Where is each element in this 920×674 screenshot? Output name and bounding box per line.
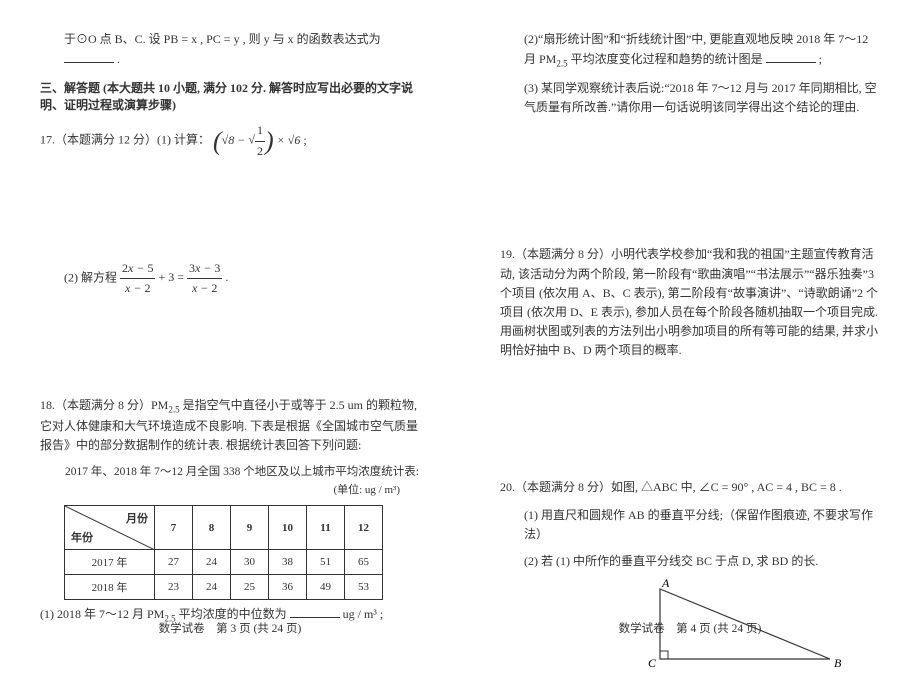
q20-header: 20.（本题满分 8 分）如图, △ABC 中, ∠C = 90° , AC =… bbox=[500, 478, 880, 497]
q20-p1: (1) 用直尺和圆规作 AB 的垂直平分线;（保留作图痕迹, 不要求写作法） bbox=[500, 506, 880, 544]
month-col: 10 bbox=[269, 506, 307, 550]
cell: 65 bbox=[345, 550, 383, 575]
q16-text: 于⊙O 点 B、C. 设 PB = x , PC = y , 则 y 与 x 的… bbox=[64, 32, 381, 46]
cell: 36 bbox=[269, 575, 307, 600]
cell: 27 bbox=[155, 550, 193, 575]
page-4: (2)“扇形统计图”和“折线统计图”中, 更能直观地反映 2018 年 7～12… bbox=[460, 0, 920, 650]
vertex-b-label: B bbox=[834, 656, 842, 670]
pm25-sub-3: 2.5 bbox=[556, 59, 567, 69]
q18-h1: 18.（本题满分 8 分）PM bbox=[40, 398, 168, 412]
page-footer-right: 数学试卷 第 4 页 (共 24 页) bbox=[460, 620, 920, 636]
q16-fragment: 于⊙O 点 B、C. 设 PB = x , PC = y , 则 y 与 x 的… bbox=[40, 30, 420, 69]
page-footer-left: 数学试卷 第 3 页 (共 24 页) bbox=[0, 620, 460, 636]
q16-blank bbox=[64, 49, 114, 63]
diag-header-cell: 月份 年份 bbox=[65, 506, 155, 550]
month-col: 8 bbox=[193, 506, 231, 550]
vertex-c-label: C bbox=[648, 656, 657, 670]
q17-p2-label: (2) 解方程 bbox=[64, 270, 117, 284]
cell: 53 bbox=[345, 575, 383, 600]
q18-p2-mid: 平均浓度变化过程和趋势的统计图是 bbox=[568, 52, 763, 66]
q17-part2: (2) 解方程 2x − 5x − 2 + 3 = 3x − 3x − 2 . bbox=[40, 259, 420, 298]
q18-caption: 2017 年、2018 年 7～12 月全国 338 个地区及以上城市平均浓度统… bbox=[40, 463, 420, 479]
year-label: 2017 年 bbox=[65, 550, 155, 575]
cell: 51 bbox=[307, 550, 345, 575]
section-3-title: 三、解答题 (本大题共 10 小题, 满分 102 分. 解答时应写出必要的文字… bbox=[40, 79, 420, 113]
cell: 49 bbox=[307, 575, 345, 600]
q18-unit: (单位: ug / m³) bbox=[40, 481, 400, 497]
cell: 38 bbox=[269, 550, 307, 575]
q18-p2-tail: ; bbox=[819, 52, 822, 66]
month-col: 7 bbox=[155, 506, 193, 550]
q18-blank-2 bbox=[766, 49, 816, 63]
right-angle-mark bbox=[660, 651, 668, 659]
q17-eqn: 2x − 5x − 2 + 3 = 3x − 3x − 2 . bbox=[120, 270, 228, 284]
q18-part2: (2)“扇形统计图”和“折线统计图”中, 更能直观地反映 2018 年 7～12… bbox=[500, 30, 880, 71]
q19-workspace bbox=[500, 368, 880, 478]
cell: 24 bbox=[193, 550, 231, 575]
q17-formula: (√8 − √12) × √6 ; bbox=[213, 133, 307, 147]
q19-full: 19.（本题满分 8 分）小明代表学校参加“我和我的祖国”主题宣传教育活动, 该… bbox=[500, 245, 880, 360]
q18-header: 18.（本题满分 8 分）PM2.5 是指空气中直径小于或等于 2.5 um 的… bbox=[40, 396, 420, 455]
q17-workspace bbox=[40, 169, 420, 259]
table-row: 2017 年 27 24 30 38 51 65 bbox=[65, 550, 383, 575]
month-col: 9 bbox=[231, 506, 269, 550]
year-label: 2018 年 bbox=[65, 575, 155, 600]
q17-workspace-2 bbox=[40, 306, 420, 396]
cell: 25 bbox=[231, 575, 269, 600]
q17-header: 17.（本题满分 12 分）(1) 计算： bbox=[40, 133, 210, 147]
q18-blank-1 bbox=[290, 604, 340, 618]
q18-part3: (3) 某同学观察统计表后说:“2018 年 7～12 月与 2017 年同期相… bbox=[500, 79, 880, 117]
cell: 24 bbox=[193, 575, 231, 600]
pm25-sub-1: 2.5 bbox=[168, 405, 179, 415]
q18-table: 月份 年份 7 8 9 10 11 12 2017 年 27 24 30 38 … bbox=[64, 505, 383, 600]
page-3: 于⊙O 点 B、C. 设 PB = x , PC = y , 则 y 与 x 的… bbox=[0, 0, 460, 650]
q18-workspace bbox=[500, 125, 880, 245]
q17-line: 17.（本题满分 12 分）(1) 计算： (√8 − √12) × √6 ; bbox=[40, 121, 420, 160]
diag-bot-label: 年份 bbox=[71, 529, 93, 545]
table-header-row: 月份 年份 7 8 9 10 11 12 bbox=[65, 506, 383, 550]
month-col: 12 bbox=[345, 506, 383, 550]
vertex-a-label: A bbox=[661, 579, 670, 590]
q20-p2: (2) 若 (1) 中所作的垂直平分线交 BC 于点 D, 求 BD 的长. bbox=[500, 552, 880, 571]
table-row: 2018 年 23 24 25 36 49 53 bbox=[65, 575, 383, 600]
diag-top-label: 月份 bbox=[126, 510, 148, 526]
cell: 23 bbox=[155, 575, 193, 600]
cell: 30 bbox=[231, 550, 269, 575]
q16-suffix: . bbox=[117, 52, 120, 66]
month-col: 11 bbox=[307, 506, 345, 550]
